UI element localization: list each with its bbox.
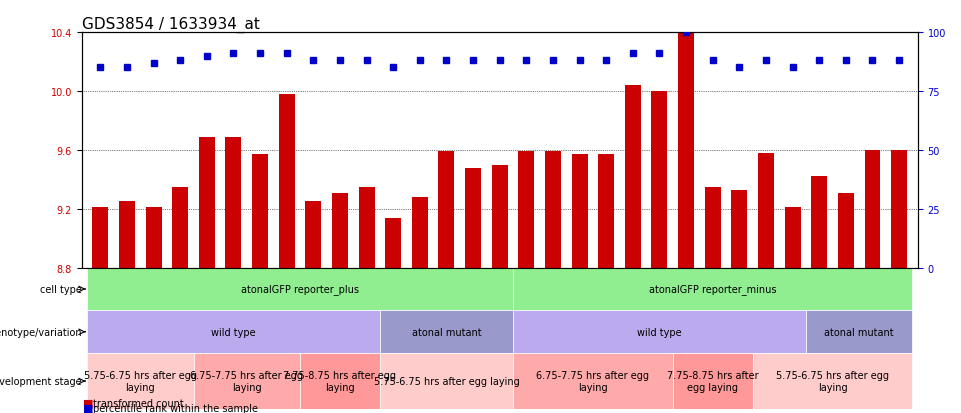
Bar — [332, 193, 348, 268]
Bar — [87, 354, 193, 409]
Text: wild type: wild type — [637, 327, 681, 337]
Bar — [92, 208, 109, 268]
Text: GDS3854 / 1633934_at: GDS3854 / 1633934_at — [82, 17, 259, 33]
Text: atonalGFP reporter_minus: atonalGFP reporter_minus — [649, 284, 776, 295]
Text: 5.75-6.75 hrs after egg
laying: 5.75-6.75 hrs after egg laying — [776, 370, 889, 392]
Text: 6.75-7.75 hrs after egg
laying: 6.75-7.75 hrs after egg laying — [536, 370, 650, 392]
Text: cell type: cell type — [39, 284, 82, 294]
Bar — [731, 190, 748, 268]
Text: genotype/variation: genotype/variation — [0, 327, 82, 337]
Bar — [513, 354, 673, 409]
Bar — [865, 150, 880, 268]
Text: atonal mutant: atonal mutant — [411, 327, 481, 337]
Text: atonalGFP reporter_plus: atonalGFP reporter_plus — [241, 284, 359, 295]
Bar — [87, 268, 513, 311]
Bar — [172, 187, 188, 268]
Bar — [145, 208, 161, 268]
Text: development stage: development stage — [0, 376, 82, 386]
Bar — [193, 354, 300, 409]
Text: 5.75-6.75 hrs after egg
laying: 5.75-6.75 hrs after egg laying — [84, 370, 197, 392]
Bar — [412, 197, 428, 268]
Bar — [252, 155, 268, 268]
Text: 5.75-6.75 hrs after egg laying: 5.75-6.75 hrs after egg laying — [374, 376, 519, 386]
Bar — [385, 218, 401, 268]
Bar — [87, 311, 380, 354]
Bar — [300, 354, 380, 409]
Bar — [119, 202, 135, 268]
Bar — [806, 311, 912, 354]
Bar — [513, 311, 806, 354]
Bar — [306, 202, 321, 268]
Bar — [704, 187, 721, 268]
Text: 7.75-8.75 hrs after
egg laying: 7.75-8.75 hrs after egg laying — [667, 370, 758, 392]
Bar — [199, 137, 215, 268]
Bar — [838, 193, 854, 268]
Bar — [752, 354, 912, 409]
Bar — [758, 153, 774, 268]
Bar — [652, 92, 668, 268]
Bar — [438, 152, 455, 268]
Bar — [380, 311, 513, 354]
Bar — [279, 95, 295, 268]
Bar — [465, 168, 481, 268]
Bar — [891, 150, 907, 268]
Text: atonal mutant: atonal mutant — [825, 327, 894, 337]
Bar — [811, 177, 827, 268]
Bar — [678, 33, 694, 268]
Text: ■: ■ — [83, 403, 93, 413]
Bar — [513, 268, 912, 311]
Bar — [625, 86, 641, 268]
Bar — [673, 354, 752, 409]
Bar — [599, 155, 614, 268]
Bar — [492, 165, 507, 268]
Text: ■: ■ — [83, 398, 93, 408]
Bar — [784, 208, 801, 268]
Bar — [380, 354, 513, 409]
Bar — [358, 187, 375, 268]
Bar — [545, 152, 561, 268]
Bar — [572, 155, 587, 268]
Text: transformed count: transformed count — [93, 398, 184, 408]
Bar — [226, 137, 241, 268]
Text: 7.75-8.75 hrs after egg
laying: 7.75-8.75 hrs after egg laying — [283, 370, 397, 392]
Text: percentile rank within the sample: percentile rank within the sample — [93, 403, 259, 413]
Bar — [518, 152, 534, 268]
Text: 6.75-7.75 hrs after egg
laying: 6.75-7.75 hrs after egg laying — [190, 370, 304, 392]
Text: wild type: wild type — [211, 327, 256, 337]
